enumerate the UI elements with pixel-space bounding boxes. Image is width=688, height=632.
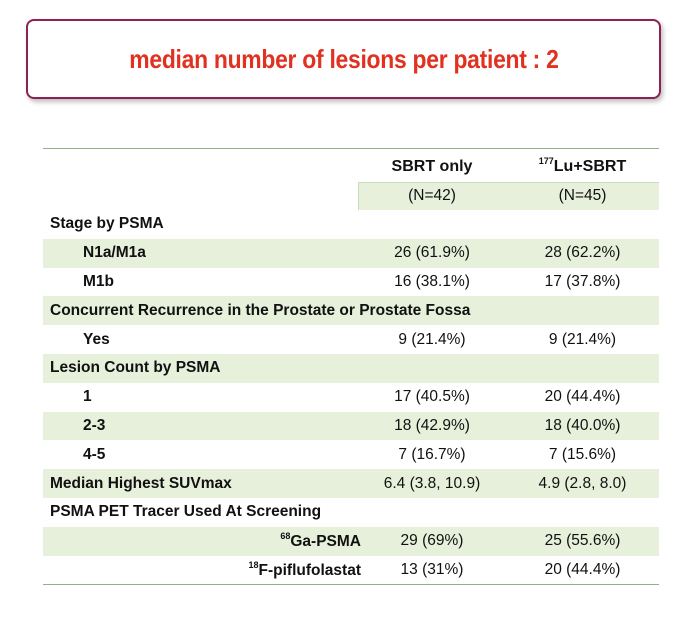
cell-sbrt-only: 9 (21.4%) bbox=[398, 330, 466, 348]
row-label: PSMA PET Tracer Used At Screening bbox=[50, 503, 322, 521]
row-label: 2-3 bbox=[83, 416, 106, 434]
cell-lu-sbrt: 28 (62.2%) bbox=[544, 244, 621, 262]
cell-lu-sbrt: 20 (44.4%) bbox=[544, 560, 621, 578]
column-n-sbrt-only: (N=42) bbox=[408, 187, 456, 204]
row-label: Yes bbox=[83, 330, 110, 348]
table-row: 1 17 (40.5%) 20 (44.4%) bbox=[43, 383, 659, 412]
cell-lu-sbrt: 4.9 (2.8, 8.0) bbox=[538, 474, 627, 492]
row-label: Stage by PSMA bbox=[50, 215, 164, 233]
cell-sbrt-only: 29 (69%) bbox=[400, 532, 464, 550]
cell-sbrt-only: 18 (42.9%) bbox=[394, 416, 470, 434]
column-header-sbrt-only: SBRT only bbox=[391, 157, 473, 175]
row-label: N1a/M1a bbox=[83, 244, 146, 262]
row-label: 18F-piflufolastat bbox=[248, 559, 361, 579]
cell-sbrt-only: 16 (38.1%) bbox=[394, 272, 470, 290]
cell-sbrt-only: 26 (61.9%) bbox=[394, 244, 470, 262]
table-row: Yes 9 (21.4%) 9 (21.4%) bbox=[43, 325, 659, 354]
table-row: 4-5 7 (16.7%) 7 (15.6%) bbox=[43, 440, 659, 469]
demographics-table: SBRT only 177Lu+SBRT (N=42) (N=45) Stage… bbox=[43, 148, 659, 586]
table-body: Stage by PSMA N1a/M1a 26 (61.9%) 28 (62.2%)… bbox=[43, 210, 659, 584]
row-label: 1 bbox=[83, 388, 92, 406]
table-n-row: (N=42) (N=45) bbox=[43, 182, 659, 210]
cell-lu-sbrt: 25 (55.6%) bbox=[544, 532, 621, 550]
cell-sbrt-only: 17 (40.5%) bbox=[394, 388, 470, 406]
column-header-lu-sbrt: 177Lu+SBRT bbox=[538, 155, 627, 175]
n-row-shade bbox=[358, 182, 659, 210]
row-label: M1b bbox=[83, 272, 114, 290]
row-label: 68Ga-PSMA bbox=[280, 531, 361, 551]
table-row: 68Ga-PSMA 29 (69%) 25 (55.6%) bbox=[43, 526, 659, 556]
table-row: Concurrent Recurrence in the Prostate or… bbox=[43, 296, 659, 326]
table-row: Median Highest SUVmax 6.4 (3.8, 10.9) 4.9 … bbox=[43, 469, 659, 498]
cell-lu-sbrt: 17 (37.8%) bbox=[544, 272, 621, 290]
table-header-row: SBRT only 177Lu+SBRT bbox=[43, 149, 659, 182]
table-row: M1b 16 (38.1%) 17 (37.8%) bbox=[43, 268, 659, 297]
row-label: Median Highest SUVmax bbox=[50, 474, 232, 492]
cell-lu-sbrt: 9 (21.4%) bbox=[548, 330, 617, 348]
cell-lu-sbrt: 18 (40.0%) bbox=[544, 416, 621, 434]
cell-sbrt-only: 7 (16.7%) bbox=[398, 445, 466, 463]
row-label: Concurrent Recurrence in the Prostate or… bbox=[50, 301, 471, 319]
cell-sbrt-only: 6.4 (3.8, 10.9) bbox=[383, 474, 481, 492]
row-label: 4-5 bbox=[83, 445, 106, 463]
cell-lu-sbrt: 20 (44.4%) bbox=[544, 388, 621, 406]
table-row: Lesion Count by PSMA bbox=[43, 353, 659, 383]
table-row: 18F-piflufolastat 13 (31%) 20 (44.4%) bbox=[43, 556, 659, 585]
summary-banner: median number of lesions per patient : 2 bbox=[26, 19, 661, 99]
column-n-lu-sbrt: (N=45) bbox=[558, 187, 607, 204]
banner-text: median number of lesions per patient : 2 bbox=[128, 43, 559, 74]
row-label: Lesion Count by PSMA bbox=[50, 359, 221, 377]
cell-lu-sbrt: 7 (15.6%) bbox=[548, 445, 617, 463]
table-row: 2-3 18 (42.9%) 18 (40.0%) bbox=[43, 411, 659, 441]
cell-sbrt-only: 13 (31%) bbox=[400, 560, 464, 578]
table-row: PSMA PET Tracer Used At Screening bbox=[43, 498, 659, 527]
table-row: Stage by PSMA bbox=[43, 210, 659, 239]
table-row: N1a/M1a 26 (61.9%) 28 (62.2%) bbox=[43, 238, 659, 268]
